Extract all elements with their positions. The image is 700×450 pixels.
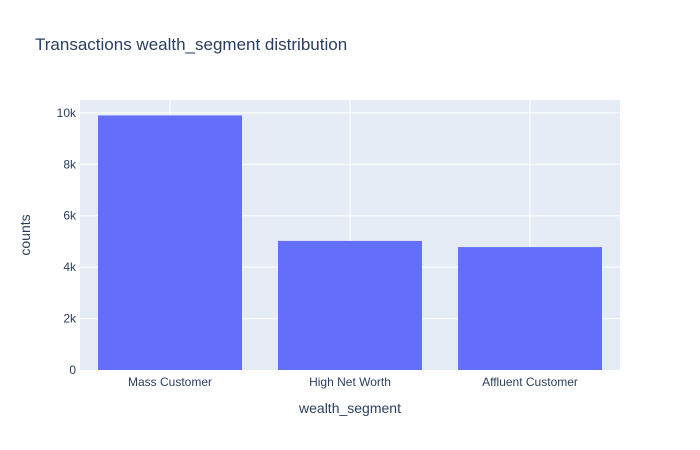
x-tick-label: High Net Worth (309, 375, 391, 389)
y-tick-label: 8k (63, 157, 77, 171)
y-axis-title: counts (17, 214, 33, 255)
bar-high-net-worth[interactable] (278, 240, 422, 370)
chart-title: Transactions wealth_segment distribution (35, 35, 347, 54)
y-tick-label: 0 (69, 363, 76, 377)
y-tick-label: 4k (63, 260, 77, 274)
bar-affluent-customer[interactable] (458, 247, 602, 370)
bars-group (98, 115, 602, 370)
x-tick-label: Mass Customer (128, 375, 212, 389)
x-tick-label: Affluent Customer (482, 375, 578, 389)
bar-mass-customer[interactable] (98, 115, 242, 370)
x-axis-ticks: Mass Customer High Net Worth Affluent Cust… (128, 375, 578, 389)
y-tick-label: 2k (63, 312, 77, 326)
y-tick-label: 6k (63, 209, 77, 223)
y-axis-ticks: 0 2k 4k 6k 8k 10k (57, 106, 77, 377)
x-axis-title: wealth_segment (298, 400, 401, 416)
y-tick-label: 10k (57, 106, 77, 120)
